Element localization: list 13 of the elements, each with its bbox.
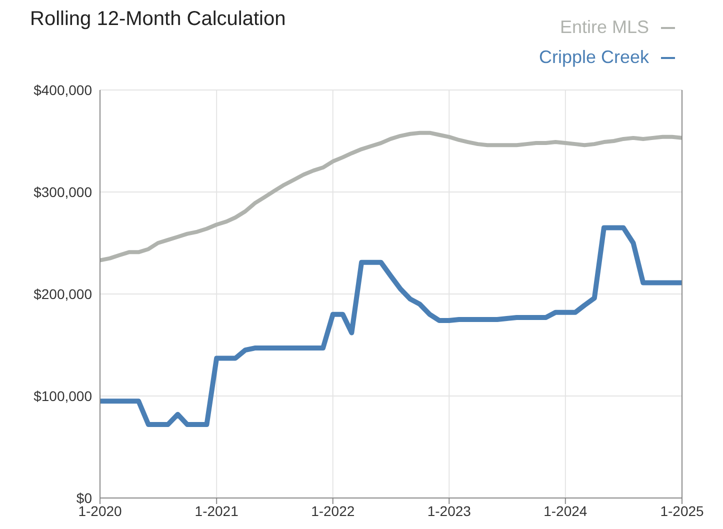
line-series [100, 130, 682, 262]
chart-title: Rolling 12-Month Calculation [30, 8, 286, 31]
x-tick-label: 1-2025 [660, 502, 704, 519]
y-tick-label: $400,000 [34, 82, 92, 98]
y-tick-label: $300,000 [34, 184, 92, 200]
x-tick-label: 1-2024 [544, 502, 588, 519]
y-tick-label: $100,000 [34, 388, 92, 404]
x-tick-label: 1-2022 [311, 502, 355, 519]
y-tick-label: $200,000 [34, 286, 92, 302]
x-tick-label: 1-2021 [194, 502, 239, 519]
x-tick-label: 1-2023 [427, 502, 472, 519]
legend-label: Cripple Creek [538, 46, 650, 69]
legend-label: Entire MLS [558, 16, 650, 39]
